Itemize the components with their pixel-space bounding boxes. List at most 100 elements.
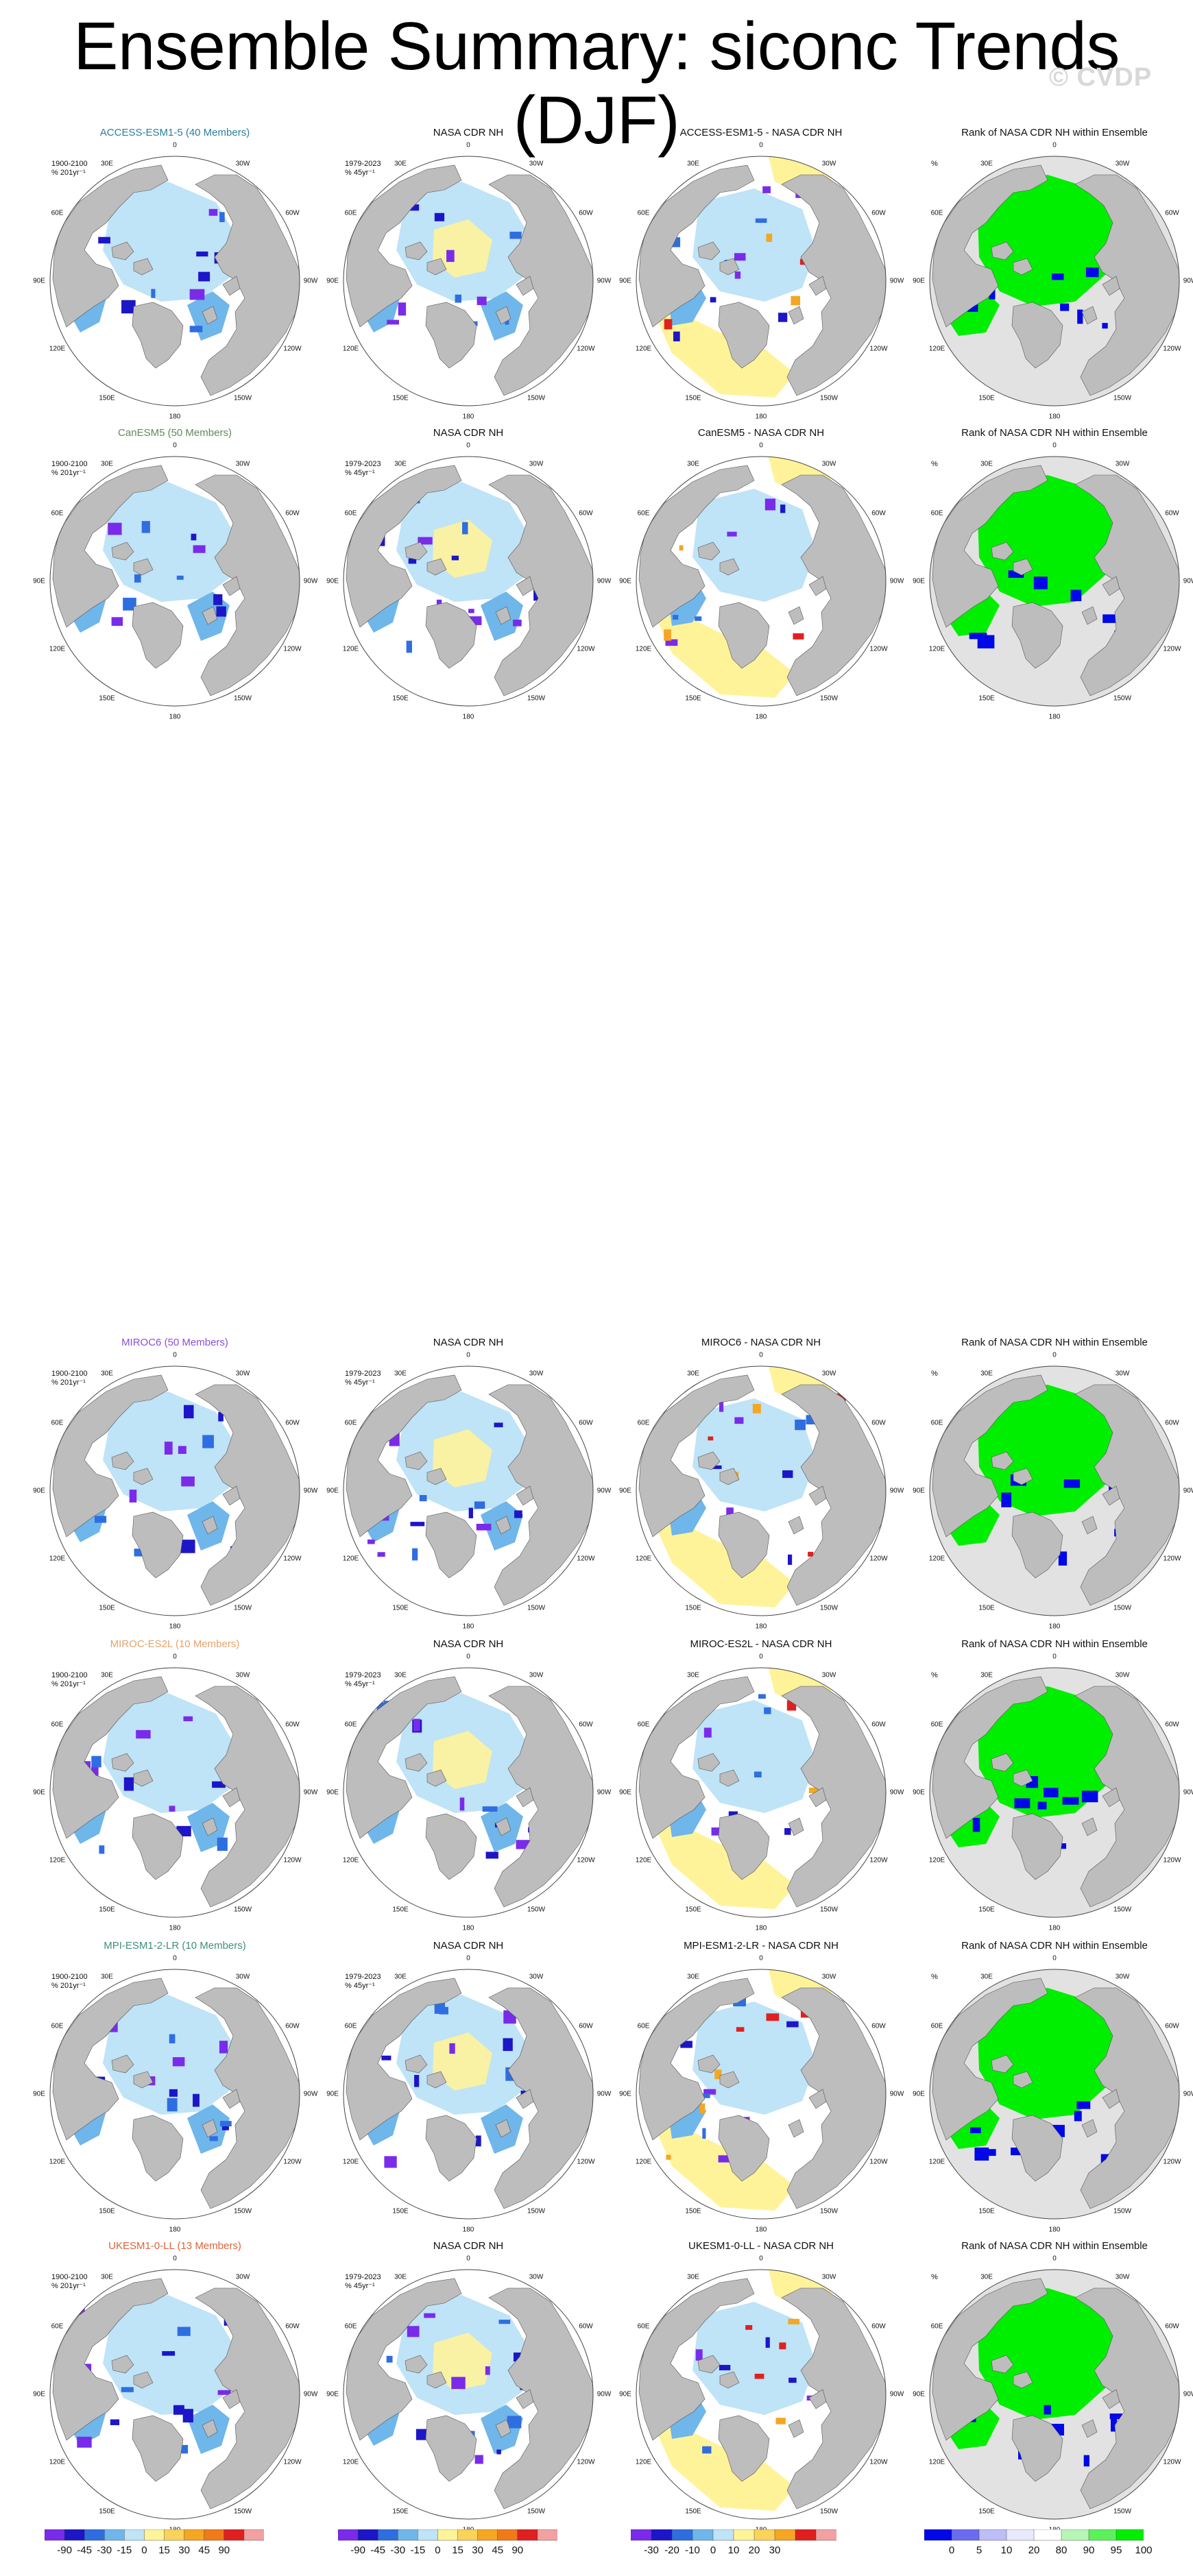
colorbar-swatch (477, 2529, 498, 2541)
longitude-label: 30W (1115, 2273, 1130, 2281)
longitude-label: 30E (687, 1973, 699, 1981)
longitude-label: 30E (101, 1370, 113, 1378)
longitude-label: 90E (326, 2390, 339, 2398)
map-field (52, 1374, 300, 1606)
panel-period-label: 1900-2100 % 201yr⁻¹ (51, 1671, 88, 1688)
panel-title: Rank of NASA CDR NH within Ensemble (961, 2240, 1148, 2252)
land-mass (808, 576, 827, 596)
longitude-label: 60E (344, 209, 357, 217)
land-mass (111, 1451, 134, 1470)
land-mass (405, 241, 428, 260)
land-mass (788, 606, 804, 625)
panel-period-label: 1979-2023 % 45yr⁻¹ (345, 1973, 381, 1990)
longitude-label: 30W (235, 1370, 250, 1378)
longitude-label: 150W (819, 2207, 839, 2215)
longitude-label: 120E (342, 2158, 359, 2166)
longitude-label: 120E (342, 1555, 359, 1563)
longitude-label: 150E (99, 2207, 115, 2215)
land-mass (195, 1384, 300, 1606)
longitude-label: 30E (687, 2273, 699, 2281)
panel-period-label: 1900-2100 % 201yr⁻¹ (51, 1973, 88, 1990)
panel-period-label: % (931, 1671, 938, 1679)
colorbar-tick: -15 (117, 2544, 132, 2556)
longitude-label: 90W (596, 2090, 612, 2098)
longitude-label: 90W (303, 2090, 318, 2098)
land-mass (52, 1676, 169, 1839)
land-mass (1013, 558, 1033, 576)
map-panel-diff: MPI-ESM1-2-LR - NASA CDR NH 180 150E 120E 90… (617, 1940, 905, 2235)
map-field (932, 1374, 1179, 1606)
colorbar-tick: -30 (644, 2544, 659, 2556)
panel-period-label: % (931, 1973, 938, 1981)
panel-title: MPI-ESM1-2-LR (10 Members) (104, 1940, 246, 1952)
land-mass (719, 2371, 740, 2389)
longitude-label: 90W (1183, 1788, 1193, 1797)
land-mass (425, 602, 477, 669)
longitude-label: 150E (978, 1604, 995, 1612)
land-mass (488, 2287, 593, 2510)
map-panel-obs: NASA CDR NH 1979-2023 % 45yr⁻¹ 180 150E 120E… (324, 1337, 612, 1631)
longitude-label: 120E (49, 1856, 66, 1864)
longitude-label: 60W (285, 2322, 300, 2331)
longitude-label: 60E (930, 2322, 943, 2331)
land-mass (697, 1753, 721, 1772)
longitude-label: 60E (637, 509, 650, 518)
colorbar-swatch (924, 2529, 952, 2541)
panel-title: ACCESS-ESM1-5 (40 Members) (99, 127, 250, 138)
land-mass (132, 2415, 184, 2482)
longitude-label: 90W (1183, 1487, 1193, 1495)
map-border (929, 1969, 1180, 2220)
map-border (343, 1969, 594, 2220)
longitude-label: 150E (978, 2507, 995, 2516)
longitude-label: 30E (101, 460, 113, 468)
land-mass (808, 2089, 827, 2109)
longitude-label: 30E (394, 1671, 407, 1679)
longitude-label: 90E (326, 277, 339, 285)
longitude-label: 90W (303, 2390, 318, 2398)
longitude-label: 30E (980, 1370, 993, 1378)
longitude-label: 60E (51, 2022, 64, 2030)
longitude-label: 0 (759, 1351, 763, 1359)
colorbar-tick: 0 (948, 2544, 955, 2556)
longitude-label: 30E (980, 1671, 993, 1679)
longitude-label: 120W (869, 345, 888, 353)
map-panel-rank: Rank of NASA CDR NH within Ensemble% 180 1… (911, 1940, 1193, 2235)
land-mass (718, 2115, 770, 2182)
longitude-label: 120W (1163, 2458, 1181, 2466)
land-mass (202, 2419, 218, 2438)
longitude-label: 30W (529, 1671, 544, 1679)
longitude-label: 150W (819, 694, 839, 703)
longitude-label: 150W (819, 2507, 839, 2516)
land-mass (781, 474, 886, 696)
longitude-label: 90E (913, 277, 925, 285)
land-mass (1081, 1817, 1098, 1836)
longitude-label: 30E (394, 1973, 407, 1981)
colorbar-tick: 100 (1135, 2544, 1153, 2556)
map-border (636, 456, 887, 707)
colorbar-swatch (377, 2529, 398, 2541)
longitude-label: 150W (527, 1906, 546, 1914)
land-mass (718, 302, 770, 369)
colorbar-swatch (815, 2529, 836, 2541)
longitude-label: 150W (527, 1604, 546, 1612)
land-mass (638, 1374, 755, 1538)
longitude-label: 150W (1113, 2507, 1132, 2516)
land-mass (638, 2278, 755, 2441)
land-mass (991, 2054, 1014, 2074)
land-mass (405, 2355, 428, 2374)
land-mass (111, 542, 134, 561)
land-mass (1081, 2419, 1098, 2438)
colorbar-tick: 15 (452, 2544, 463, 2556)
longitude-label: 90E (33, 1487, 45, 1495)
difference-colorbar: -30 -20 -10 0 10 20 30 (631, 2529, 836, 2562)
map-panel-obs: NASA CDR NH 1979-2023 % 45yr⁻¹ 180 150E 120E… (324, 427, 612, 722)
panel-title: NASA CDR NH (433, 427, 504, 439)
longitude-label: 60E (51, 1721, 64, 1729)
land-mass (788, 1516, 804, 1535)
longitude-label: 120W (577, 1856, 595, 1864)
land-mass (426, 258, 447, 276)
colorbar-swatch (1061, 2529, 1089, 2541)
longitude-label: 120W (869, 1856, 888, 1864)
panel-period-label: 1900-2100 % 201yr⁻¹ (51, 1370, 88, 1387)
longitude-label: 60E (51, 209, 64, 217)
